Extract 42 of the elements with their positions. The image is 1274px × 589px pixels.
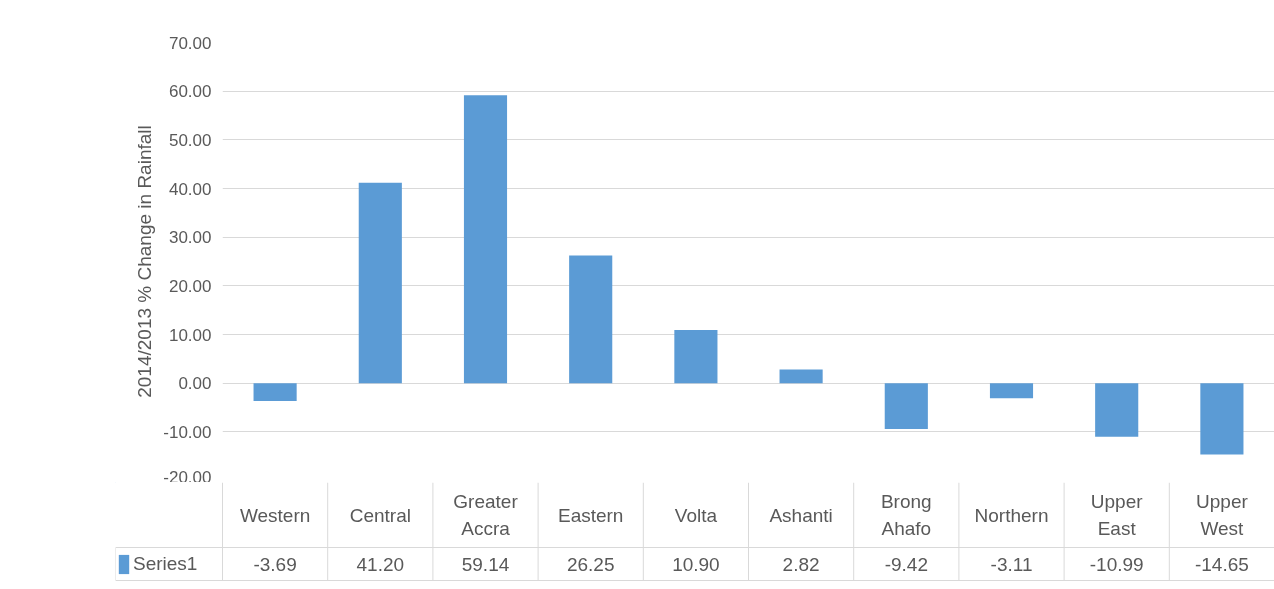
bar (779, 369, 823, 384)
x-tick-label: Northern (974, 504, 1049, 526)
bar (674, 330, 718, 384)
y-tick-label: 40.00 (168, 179, 212, 199)
x-tick-label: Ashanti (769, 504, 833, 526)
x-tick-label: Western (239, 504, 311, 526)
data-label: 2.82 (782, 553, 820, 575)
y-tick-label: 50.00 (168, 130, 212, 150)
data-label: -14.65 (1194, 553, 1249, 575)
x-tick-label: Central (349, 504, 411, 526)
x-tick-label: Upper East (1090, 491, 1144, 539)
data-label: -9.42 (884, 553, 928, 575)
x-tick-label: Brong Ahafo (880, 491, 932, 539)
bar (569, 255, 613, 384)
y-axis-title: 2014/2013 % Change in Rainfall (134, 125, 156, 398)
x-tick-label: Upper West (1196, 491, 1249, 539)
x-tick-label: Eastern (557, 504, 624, 526)
bar (884, 383, 928, 430)
data-label: -3.69 (253, 553, 297, 575)
y-tick-label: 0.00 (178, 374, 212, 394)
x-tick-label: Volta (674, 504, 718, 526)
data-label: 26.25 (566, 553, 615, 575)
x-tick-label: Greater Accra (453, 491, 519, 539)
y-tick-label: -10.00 (163, 422, 212, 442)
legend-label: Series1 (133, 552, 198, 575)
bar (1200, 383, 1244, 455)
y-tick-label: 60.00 (168, 82, 212, 102)
y-tick-label: 70.00 (168, 33, 212, 53)
data-label: 41.20 (356, 553, 405, 575)
y-tick-label: 20.00 (168, 276, 212, 296)
bar (463, 95, 508, 384)
bar (1095, 383, 1139, 437)
bar (989, 383, 1034, 399)
bar (253, 383, 297, 402)
bar (358, 182, 402, 384)
y-tick-label: -20.00 (163, 467, 212, 487)
data-label: -10.99 (1089, 553, 1144, 575)
data-label: -3.11 (990, 553, 1033, 575)
y-tick-label: 10.00 (168, 325, 212, 345)
data-label: 10.90 (672, 553, 720, 575)
data-label: 59.14 (461, 553, 510, 575)
y-tick-label: 30.00 (168, 228, 212, 248)
